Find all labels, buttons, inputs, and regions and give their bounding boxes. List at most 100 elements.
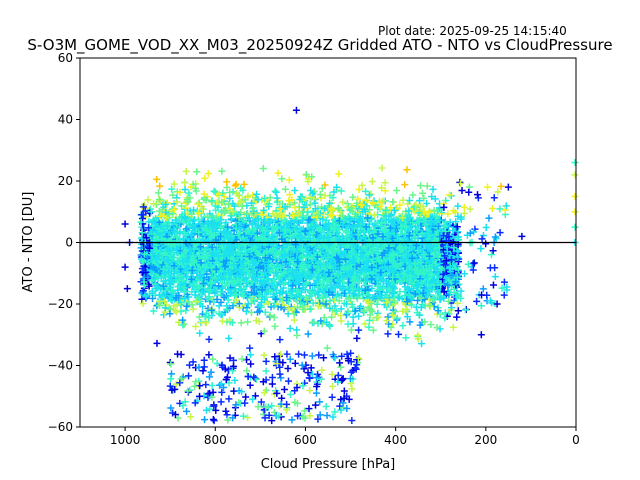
scatter-point	[244, 267, 252, 275]
scatter-point	[303, 296, 311, 304]
scatter-point	[208, 243, 216, 251]
scatter-point	[171, 307, 179, 315]
scatter-point	[243, 209, 251, 217]
scatter-point	[278, 175, 286, 183]
scatter-point	[254, 222, 262, 230]
scatter-point	[220, 269, 228, 277]
scatter-point	[339, 212, 347, 220]
scatter-point	[259, 165, 267, 173]
scatter-point	[304, 178, 312, 186]
scatter-point	[179, 316, 187, 324]
scatter-point	[240, 180, 248, 188]
scatter-point	[319, 215, 327, 223]
scatter-point	[365, 258, 373, 266]
scatter-point	[272, 269, 280, 277]
scatter-point	[355, 185, 363, 193]
scatter-point	[250, 296, 258, 304]
scatter-point	[208, 306, 216, 314]
scatter-point	[242, 307, 250, 315]
scatter-point	[308, 246, 316, 254]
scatter-point	[190, 223, 198, 231]
scatter-point	[307, 193, 315, 201]
scatter-point	[368, 284, 376, 292]
scatter-point	[444, 210, 452, 218]
scatter-point	[150, 217, 158, 225]
scatter-point	[217, 298, 225, 306]
scatter-point	[302, 280, 310, 288]
scatter-point	[419, 289, 427, 297]
scatter-point	[202, 196, 210, 204]
scatter-point	[375, 286, 383, 294]
scatter-point	[361, 320, 369, 328]
scatter-point	[137, 218, 145, 226]
scatter-point	[365, 191, 373, 199]
scatter-point	[430, 206, 438, 214]
scatter-point	[297, 226, 305, 234]
scatter-point	[185, 189, 193, 197]
scatter-point	[277, 303, 285, 311]
scatter-point	[275, 229, 283, 237]
scatter-point	[237, 184, 245, 192]
scatter-point	[330, 224, 338, 232]
scatter-point	[281, 203, 289, 211]
scatter-point	[299, 305, 307, 313]
scatter-point	[384, 313, 392, 321]
scatter-point	[441, 314, 449, 322]
scatter-point	[346, 216, 354, 224]
scatter-point	[190, 206, 198, 214]
scatter-point	[218, 167, 226, 175]
scatter-point	[234, 215, 242, 223]
scatter-point	[264, 264, 272, 272]
scatter-point	[170, 262, 178, 270]
scatter-point	[385, 294, 393, 302]
scatter-point	[225, 200, 233, 208]
scatter-point	[181, 295, 189, 303]
scatter-point	[173, 300, 181, 308]
scatter-point	[154, 283, 162, 291]
scatter-point	[416, 197, 424, 205]
scatter-point	[261, 194, 269, 202]
scatter-point	[411, 234, 419, 242]
scatter-point	[167, 273, 175, 281]
scatter-point	[258, 211, 266, 219]
scatter-point	[417, 294, 425, 302]
scatter-point	[139, 300, 147, 308]
scatter-point	[355, 326, 363, 334]
scatter-point	[367, 190, 375, 198]
scatter-point	[214, 242, 222, 250]
scatter-point	[429, 185, 437, 193]
scatter-point	[349, 193, 357, 201]
scatter-point	[337, 187, 345, 195]
scatter-point	[404, 200, 412, 208]
scatter-point	[283, 293, 291, 301]
scatter-point	[279, 212, 287, 220]
scatter-point	[270, 290, 278, 298]
scatter-point	[220, 240, 228, 248]
scatter-point	[440, 288, 448, 296]
scatter-point	[359, 208, 367, 216]
scatter-point	[328, 313, 336, 321]
scatter-point	[433, 324, 441, 332]
scatter-point	[210, 249, 218, 257]
scatter-point	[176, 272, 184, 280]
scatter-point	[429, 295, 437, 303]
scatter-point	[352, 213, 360, 221]
scatter-point	[449, 323, 457, 331]
scatter-point	[416, 321, 424, 329]
scatter-point	[205, 293, 213, 301]
scatter-point	[380, 285, 388, 293]
scatter-point	[247, 199, 255, 207]
scatter-point	[166, 279, 174, 287]
scatter-point	[198, 205, 206, 213]
scatter-point	[399, 196, 407, 204]
scatter-point	[315, 288, 323, 296]
scatter-point	[276, 336, 284, 344]
scatter-point	[348, 301, 356, 309]
scatter-point	[326, 297, 334, 305]
scatter-point	[364, 298, 372, 306]
scatter-point	[420, 194, 428, 202]
scatter-point	[381, 187, 389, 195]
scatter-point	[229, 208, 237, 216]
scatter-point	[315, 302, 323, 310]
scatter-point	[368, 263, 376, 271]
